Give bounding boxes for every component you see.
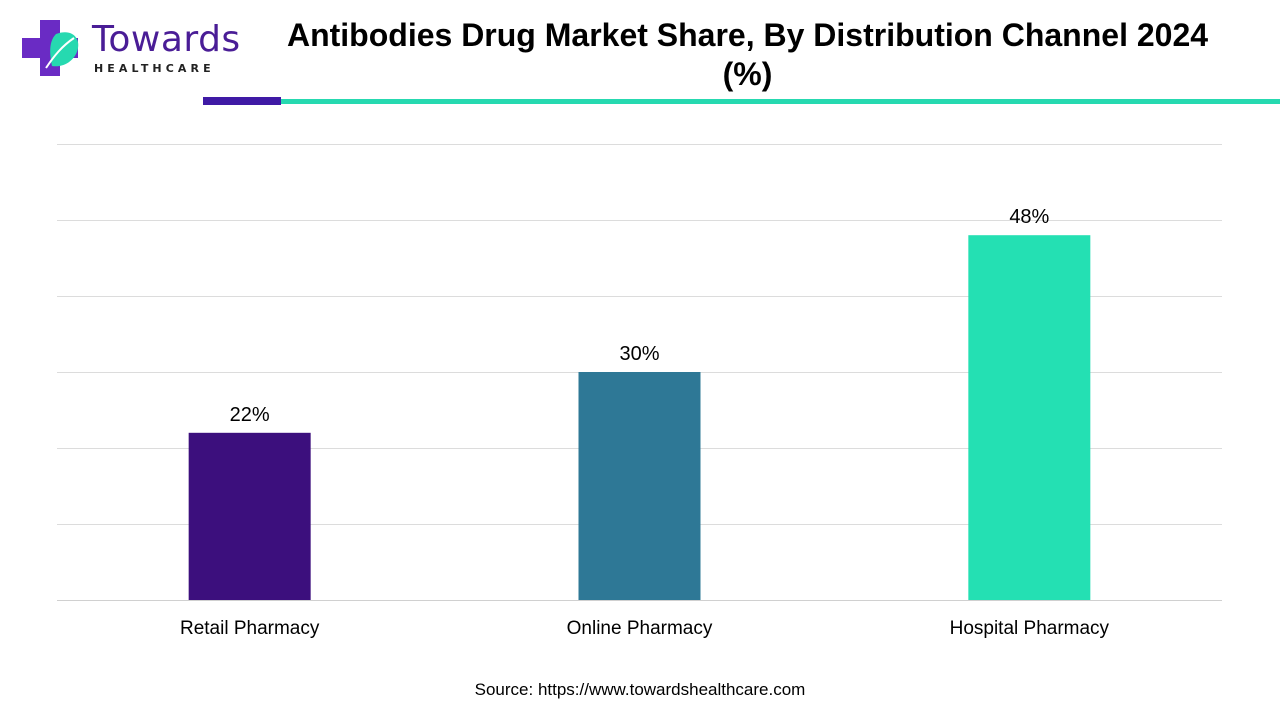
title-underline-dark	[203, 97, 281, 105]
bar	[188, 432, 311, 600]
brand-name: Towards	[92, 19, 241, 60]
chart-title: Antibodies Drug Market Share, By Distrib…	[286, 17, 1209, 92]
x-tick-label: Online Pharmacy	[567, 618, 713, 639]
bar	[968, 235, 1091, 600]
data-label: 22%	[230, 404, 270, 426]
medical-cross-leaf-icon	[22, 20, 79, 76]
data-label: 30%	[619, 343, 659, 365]
brand-tagline: HEALTHCARE	[94, 62, 215, 75]
title-underline-accent	[281, 99, 1280, 104]
data-label: 48%	[1009, 206, 1049, 228]
x-tick-label: Hospital Pharmacy	[950, 618, 1110, 639]
source-note: Source: https://www.towardshealthcare.co…	[474, 680, 806, 699]
brand-logo: Towards HEALTHCARE	[20, 18, 240, 80]
x-tick-label: Retail Pharmacy	[180, 618, 320, 639]
bar	[578, 372, 701, 600]
